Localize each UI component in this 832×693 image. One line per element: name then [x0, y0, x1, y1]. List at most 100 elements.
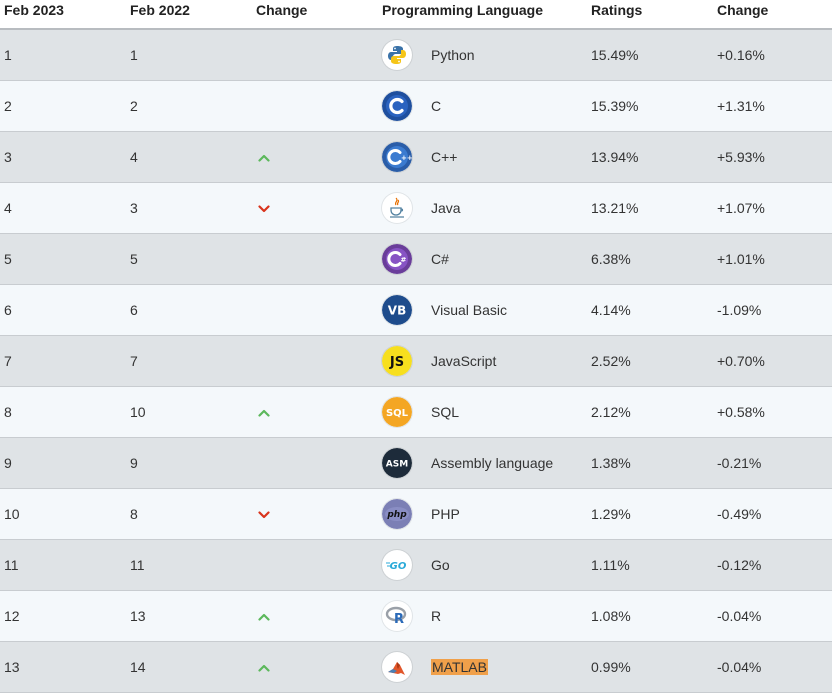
csharp-logo-icon: # — [382, 243, 412, 274]
language-cell: GO Go — [378, 539, 587, 591]
header-feb-2023: Feb 2023 — [0, 0, 126, 30]
rank-previous: 8 — [126, 488, 252, 540]
table-header: Feb 2023 Feb 2022 Change Programming Lan… — [0, 0, 832, 30]
rank-change — [252, 335, 378, 387]
rating-change: +1.31% — [713, 80, 832, 132]
rank-current: 8 — [0, 386, 126, 438]
language-name: MATLAB — [431, 658, 488, 675]
language-cell: # C# — [378, 233, 587, 285]
rating-value: 4.14% — [587, 284, 713, 336]
rank-current: 5 — [0, 233, 126, 285]
sql-logo-icon: SQL — [382, 396, 412, 427]
svg-text:SQL: SQL — [386, 408, 409, 419]
rating-change: +0.58% — [713, 386, 832, 438]
php-logo-icon: php — [382, 498, 412, 529]
rating-value: 15.39% — [587, 80, 713, 132]
rank-change — [252, 29, 378, 81]
rank-previous: 2 — [126, 80, 252, 132]
rating-value: 1.29% — [587, 488, 713, 540]
header-language: Programming Language — [378, 0, 587, 30]
svg-text:++: ++ — [401, 154, 412, 162]
table-row: 13 14 MATLAB 0.99% -0.04% — [0, 641, 832, 693]
rank-current: 3 — [0, 131, 126, 183]
rank-current: 6 — [0, 284, 126, 336]
rank-current: 7 — [0, 335, 126, 387]
language-cell: JS JavaScript — [378, 335, 587, 387]
svg-text:JS: JS — [389, 355, 404, 370]
header-rating-change: Change — [713, 0, 832, 30]
rank-change — [252, 488, 378, 540]
rank-change — [252, 233, 378, 285]
rank-current: 12 — [0, 590, 126, 642]
rank-change — [252, 386, 378, 438]
svg-text:#: # — [401, 256, 407, 264]
vb-logo-icon: VB — [382, 294, 412, 325]
arrow-up-icon — [258, 659, 270, 675]
table-row: 3 4 ++ C++ 13.94% +5.93% — [0, 131, 832, 183]
language-name: JavaScript — [431, 352, 497, 369]
rank-change — [252, 284, 378, 336]
rating-change: -0.04% — [713, 641, 832, 693]
rank-previous: 1 — [126, 29, 252, 81]
language-cell: Java — [378, 182, 587, 234]
rating-value: 1.08% — [587, 590, 713, 642]
language-cell: ASM Assembly language — [378, 437, 587, 489]
language-cell: SQL SQL — [378, 386, 587, 438]
rating-value: 0.99% — [587, 641, 713, 693]
cpp-logo-icon: ++ — [382, 141, 412, 172]
rating-value: 13.94% — [587, 131, 713, 183]
go-logo-icon: GO — [382, 549, 412, 580]
rank-change — [252, 131, 378, 183]
rank-current: 9 — [0, 437, 126, 489]
svg-text:VB: VB — [388, 303, 406, 317]
svg-text:ASM: ASM — [386, 459, 408, 469]
svg-text:GO: GO — [390, 561, 407, 572]
language-name: Java — [431, 199, 461, 216]
language-cell: php PHP — [378, 488, 587, 540]
rank-previous: 13 — [126, 590, 252, 642]
header-row: Feb 2023 Feb 2022 Change Programming Lan… — [0, 0, 832, 30]
rating-change: +1.01% — [713, 233, 832, 285]
language-cell: R R — [378, 590, 587, 642]
rank-change — [252, 182, 378, 234]
language-name: C++ — [431, 148, 458, 165]
arrow-up-icon — [258, 608, 270, 624]
table-row: 10 8 php PHP 1.29% -0.49% — [0, 488, 832, 540]
table-row: 1 1 Python 15.49% +0.16% — [0, 29, 832, 81]
rating-value: 1.38% — [587, 437, 713, 489]
rating-change: -0.12% — [713, 539, 832, 591]
rating-change: +0.16% — [713, 29, 832, 81]
rating-value: 15.49% — [587, 29, 713, 81]
c-logo-icon — [382, 90, 412, 121]
python-logo-icon — [382, 39, 412, 70]
rating-value: 13.21% — [587, 182, 713, 234]
rank-current: 13 — [0, 641, 126, 693]
rating-change: -1.09% — [713, 284, 832, 336]
rating-value: 1.11% — [587, 539, 713, 591]
table-row: 11 11 GO Go 1.11% -0.12% — [0, 539, 832, 591]
rating-value: 6.38% — [587, 233, 713, 285]
rank-previous: 6 — [126, 284, 252, 336]
table-row: 6 6 VB Visual Basic 4.14% -1.09% — [0, 284, 832, 336]
table-row: 8 10 SQL SQL 2.12% +0.58% — [0, 386, 832, 438]
asm-logo-icon: ASM — [382, 447, 412, 478]
table-body: 1 1 Python 15.49% +0.16% 2 2 C 15.39% +1… — [0, 29, 832, 693]
language-name: Assembly language — [431, 454, 554, 471]
r-logo-icon: R — [382, 600, 412, 631]
table-row: 9 9 ASM Assembly language 1.38% -0.21% — [0, 437, 832, 489]
language-name: Go — [431, 556, 450, 573]
rank-previous: 7 — [126, 335, 252, 387]
language-name: C# — [431, 250, 449, 267]
rank-change — [252, 437, 378, 489]
rating-change: -0.21% — [713, 437, 832, 489]
arrow-up-icon — [258, 404, 270, 420]
arrow-down-icon — [258, 200, 270, 216]
matlab-logo-icon — [382, 651, 412, 682]
rank-previous: 3 — [126, 182, 252, 234]
rank-change — [252, 539, 378, 591]
rating-change: +1.07% — [713, 182, 832, 234]
rank-current: 4 — [0, 182, 126, 234]
rank-previous: 4 — [126, 131, 252, 183]
svg-text:php: php — [386, 510, 407, 520]
